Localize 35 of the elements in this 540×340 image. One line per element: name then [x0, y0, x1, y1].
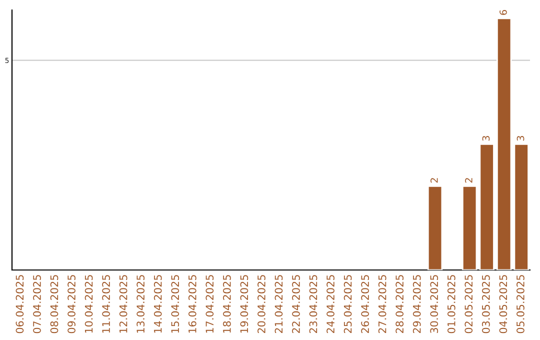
- x-tick-label: 01.05.2025: [447, 275, 456, 334]
- data-label: 3: [482, 136, 490, 141]
- x-tick-label: 29.04.2025: [412, 275, 421, 334]
- x-tick-label: 26.04.2025: [361, 275, 369, 334]
- x-tick-label: 03.05.2025: [482, 275, 490, 334]
- x-tick-label: 04.05.2025: [499, 275, 508, 334]
- x-tick-label: 06.04.2025: [16, 275, 24, 334]
- data-label: 6: [500, 10, 507, 15]
- x-tick-label: 08.04.2025: [50, 275, 58, 334]
- x-tick-label: 21.04.2025: [274, 275, 283, 334]
- x-tick-label: 17.04.2025: [206, 275, 214, 333]
- x-tick-label: 27.04.2025: [378, 275, 386, 334]
- data-label: 2: [430, 178, 438, 183]
- x-tick-label: 05.05.2025: [516, 275, 524, 334]
- x-tick-label: 24.04.2025: [326, 275, 334, 334]
- x-tick-label: 12.04.2025: [119, 275, 128, 333]
- x-tick-label: 07.04.2025: [33, 275, 41, 334]
- x-tick-label: 22.04.2025: [292, 275, 300, 334]
- x-tick-label: 10.04.2025: [84, 275, 93, 333]
- x-tick-label: 15.04.2025: [171, 275, 180, 333]
- data-label: 3: [516, 136, 524, 141]
- x-tick-label: 11.04.2025: [102, 275, 110, 333]
- x-tick-label: 09.04.2025: [68, 275, 76, 334]
- x-tick-label: 02.05.2025: [464, 275, 473, 334]
- x-tick-label: 28.04.2025: [396, 275, 404, 334]
- x-tick-label: 19.04.2025: [240, 275, 248, 333]
- x-tick-label: 16.04.2025: [188, 275, 196, 333]
- data-label: 2: [465, 178, 472, 183]
- x-tick-label: 20.04.2025: [258, 275, 266, 334]
- x-tick-label: 13.04.2025: [136, 275, 145, 333]
- x-tick-label: 30.04.2025: [430, 275, 438, 334]
- x-tick-label: 25.04.2025: [344, 275, 352, 334]
- x-tick-label: 23.04.2025: [309, 275, 318, 334]
- x-tick-label: 18.04.2025: [222, 275, 231, 333]
- x-tick-label: 14.04.2025: [154, 275, 162, 333]
